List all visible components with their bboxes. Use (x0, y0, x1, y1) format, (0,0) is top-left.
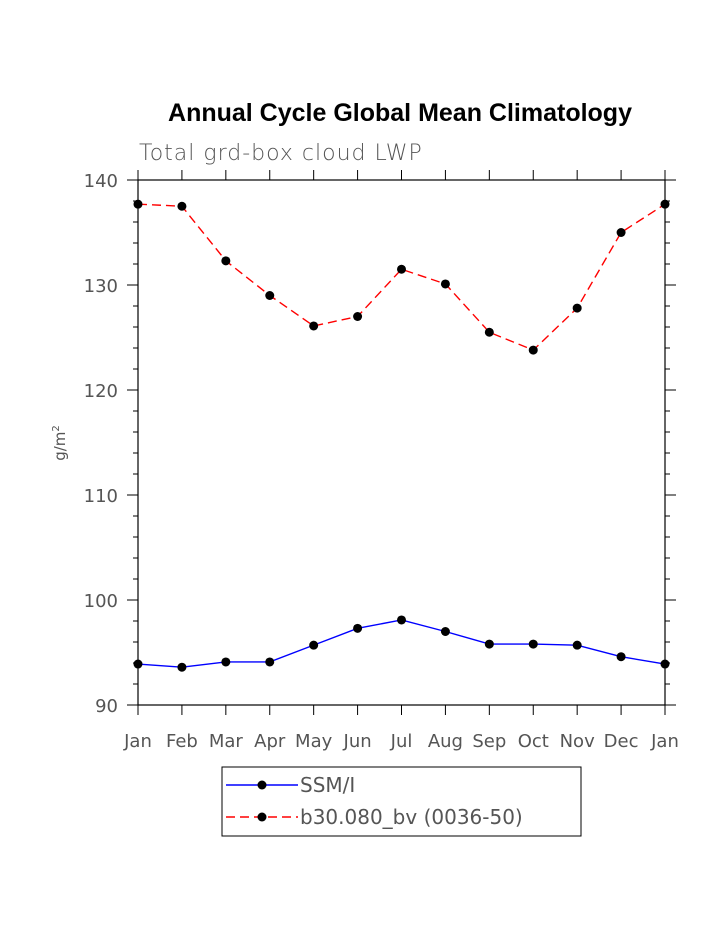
chart-subtitle: Total grd-box cloud LWP (139, 141, 423, 166)
series-point (309, 321, 319, 331)
series-point (484, 327, 494, 337)
series-point (221, 256, 231, 266)
series-point (265, 291, 275, 300)
y-axis-label: g/m2 (51, 425, 69, 461)
series-point (221, 657, 231, 667)
series-point (133, 659, 143, 669)
legend-label-b30: b30.080_bv (0036-50) (300, 805, 523, 829)
x-tick-label: Jan (123, 731, 152, 752)
series-point (528, 345, 538, 355)
legend: SSM/I b30.080_bv (0036-50) (221, 766, 582, 837)
series-point (309, 640, 319, 650)
series-point (660, 659, 670, 669)
series-point (397, 615, 406, 625)
series-point (616, 228, 626, 237)
legend-label-ssmi: SSM/I (300, 773, 355, 797)
y-axis-tick-labels: 90 100 110 120 130 140 (84, 171, 118, 717)
series-point (660, 199, 670, 209)
x-tick-label: Sep (472, 731, 506, 752)
series-point (616, 652, 626, 662)
legend-marker-b30 (257, 812, 267, 822)
series-point (572, 303, 582, 313)
x-tick-label: Aug (428, 731, 463, 752)
y-tick-label: 90 (95, 696, 118, 717)
series-point (133, 199, 143, 209)
y-tick-label: 130 (84, 276, 118, 297)
series-line (137, 203, 666, 351)
y-axis-label-text: g/m (51, 432, 69, 461)
x-tick-label: Jan (650, 731, 679, 752)
x-tick-label: May (295, 731, 333, 752)
x-tick-label: Apr (254, 731, 286, 752)
x-axis-ticks (137, 170, 666, 715)
series-point (440, 279, 450, 289)
series-point (177, 662, 187, 672)
y-tick-label: 110 (84, 486, 118, 507)
y-axis-label-superscript: 2 (51, 425, 62, 431)
series-point (265, 657, 275, 667)
x-tick-label: Oct (518, 731, 549, 752)
y-tick-label: 140 (84, 171, 118, 192)
series-layer (133, 199, 670, 672)
x-tick-label: Jun (343, 731, 372, 752)
series-point (353, 623, 363, 633)
series-point (397, 264, 406, 274)
x-axis-tick-labels: Jan Feb Mar Apr May Jun Jul Aug Sep Oct Nov Dec Jan (123, 731, 679, 752)
series-line (137, 619, 666, 668)
x-tick-label: Feb (166, 731, 198, 752)
legend-box (221, 766, 582, 837)
legend-marker-ssmi (257, 780, 267, 790)
series-point (572, 640, 582, 650)
series-point (177, 201, 187, 211)
y-axis-ticks (127, 179, 676, 706)
x-tick-label: Mar (209, 731, 244, 752)
x-tick-label: Nov (560, 731, 595, 752)
plot-frame (137, 179, 666, 706)
series-point (484, 639, 494, 649)
x-tick-label: Dec (604, 731, 639, 752)
series-point (353, 312, 363, 321)
y-tick-label: 120 (84, 381, 118, 402)
chart-title: Annual Cycle Global Mean Climatology (168, 99, 632, 127)
x-tick-label: Jul (390, 731, 413, 752)
series-point (440, 627, 450, 636)
y-tick-label: 100 (84, 591, 118, 612)
series-point (528, 639, 538, 649)
